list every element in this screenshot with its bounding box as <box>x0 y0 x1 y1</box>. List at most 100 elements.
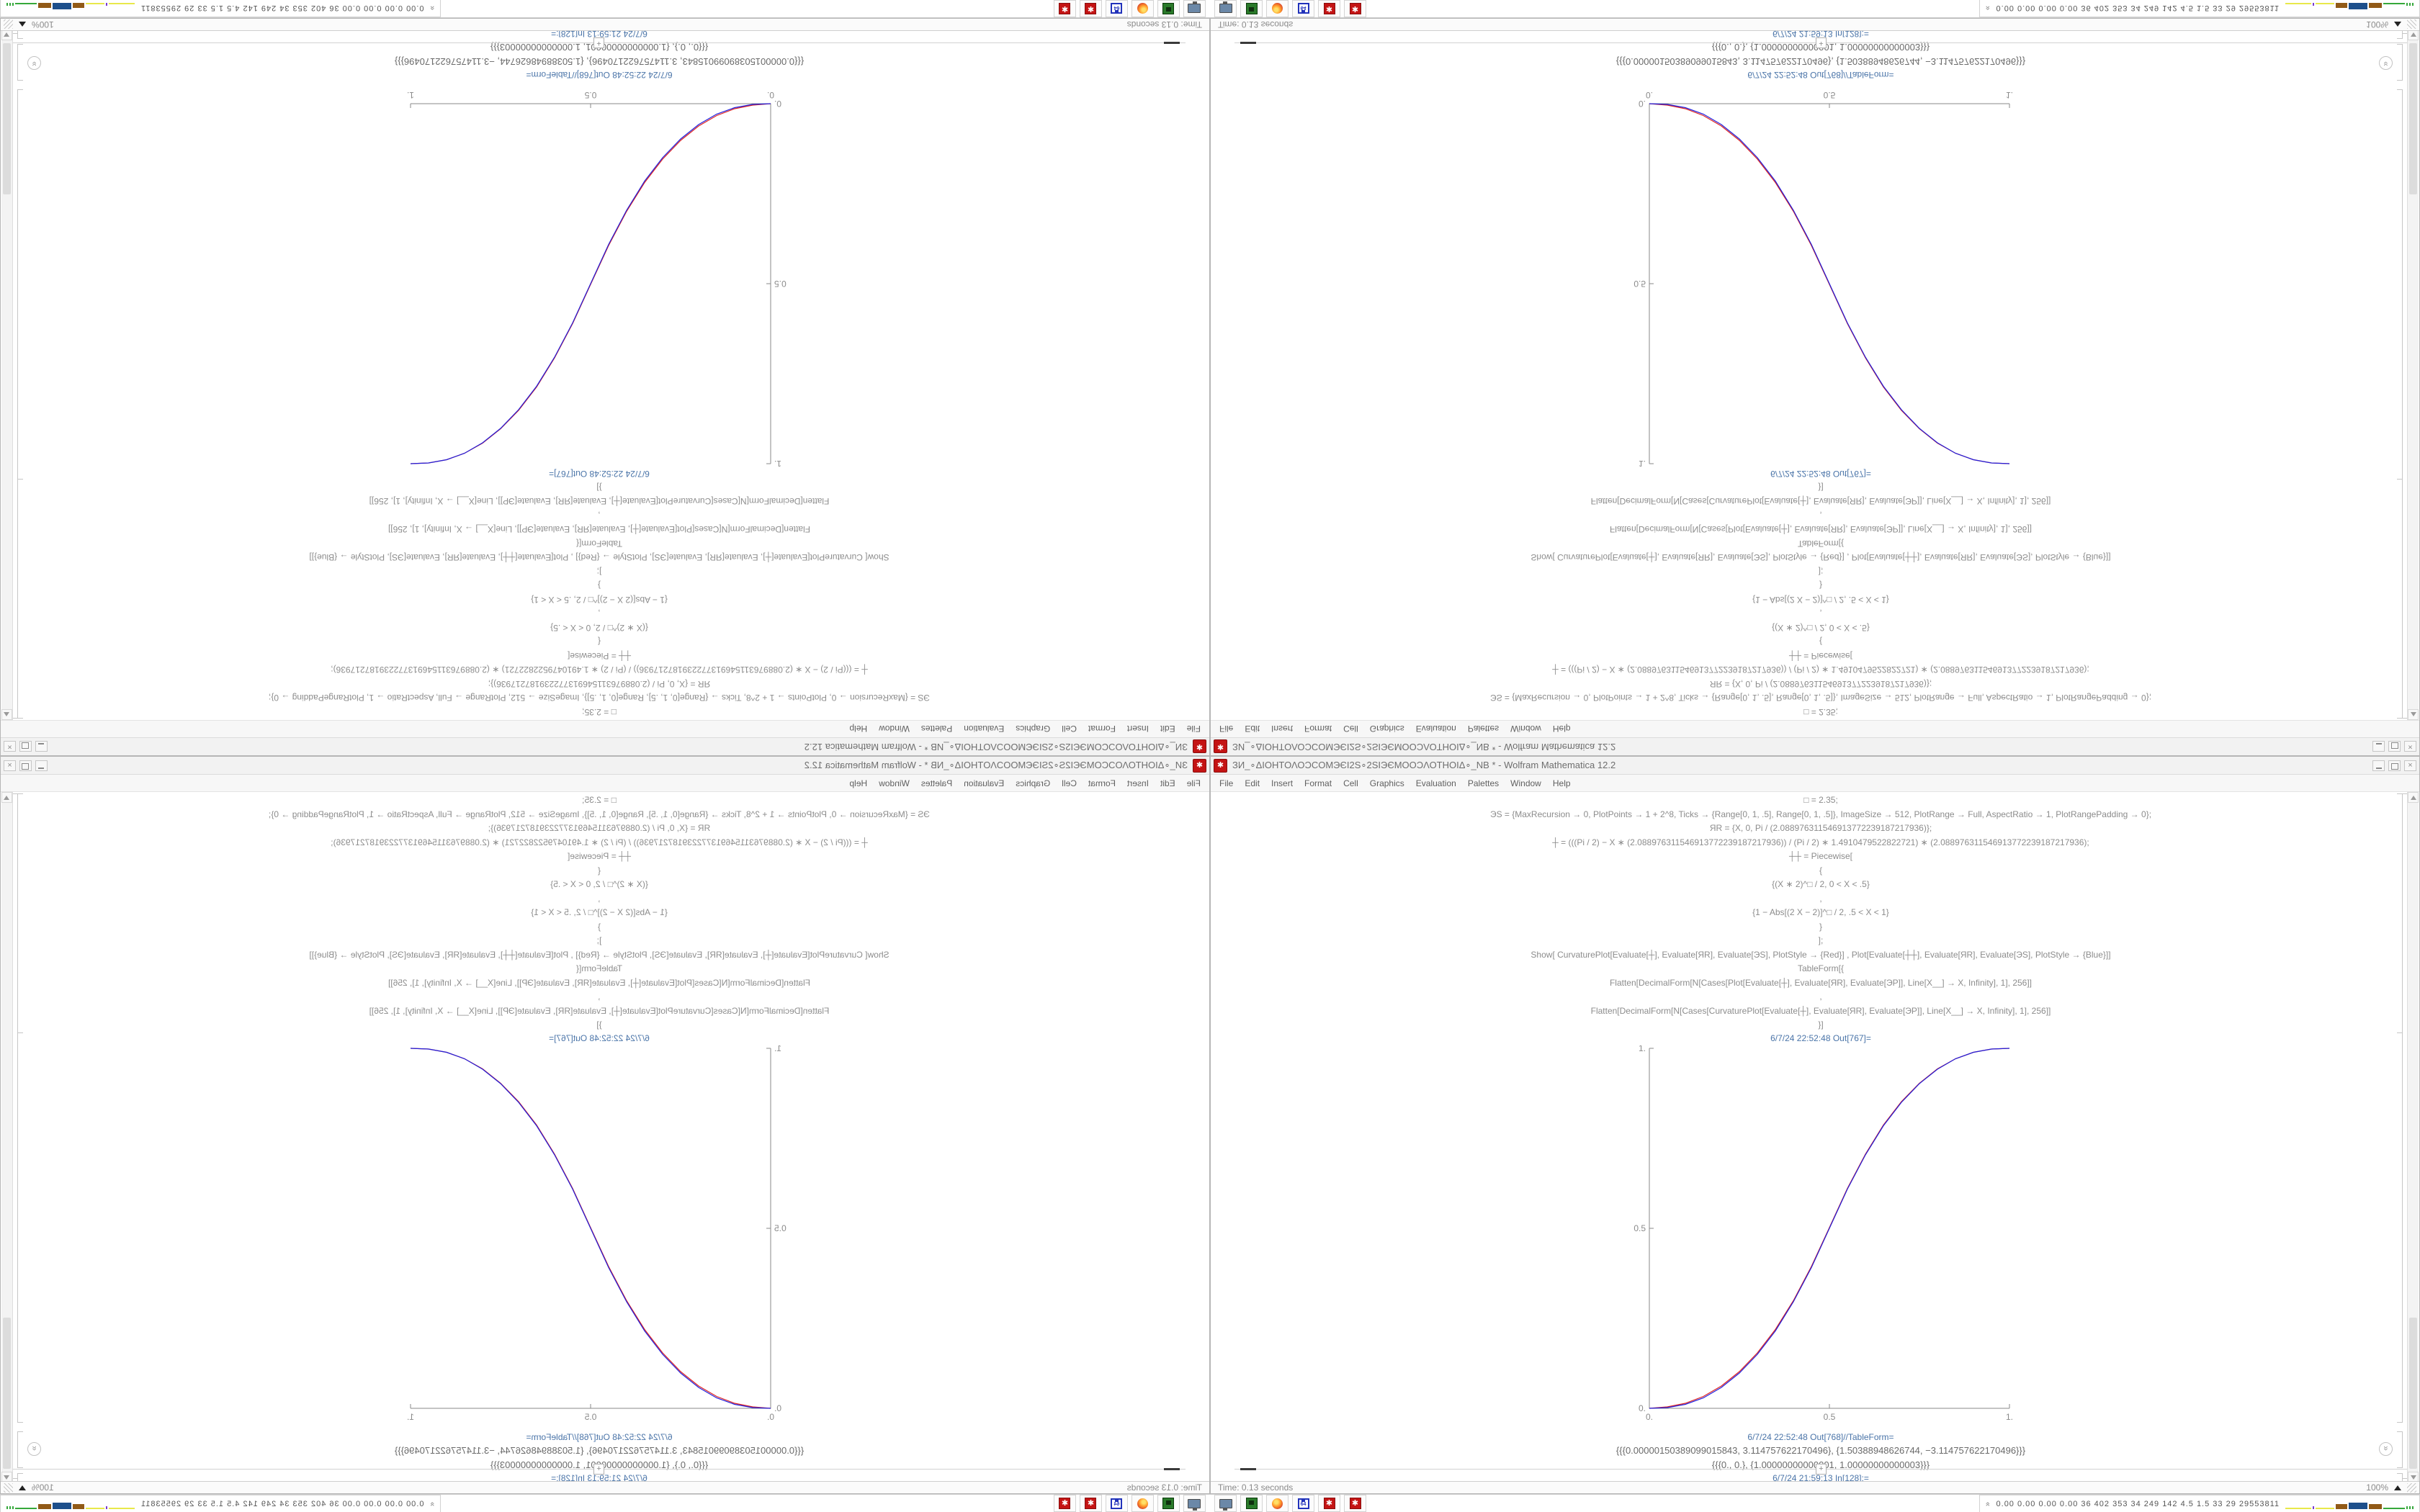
code-line[interactable]: Flatten[DecimalForm[N[Cases[CurvaturePlo… <box>1590 1005 2051 1016</box>
code-line[interactable]: Flatten[DecimalForm[N[Cases[CurvaturePlo… <box>1590 496 2051 507</box>
vertical-scrollbar[interactable] <box>1 792 13 1482</box>
scroll-up-icon[interactable] <box>1 792 12 803</box>
code-line[interactable]: ┼ = (((Pi / 2) − X ∗ (2.0889763115469137… <box>331 837 868 847</box>
code-line[interactable]: } <box>1819 580 1822 591</box>
close-button[interactable]: × <box>4 741 16 752</box>
menu-help[interactable]: Help <box>1552 724 1571 734</box>
system-monitor-tray[interactable]: » 0.00 0.00 0.00 0.00 36 402 353 34 249 … <box>0 0 441 17</box>
code-line[interactable]: ]; <box>596 567 602 577</box>
code-line[interactable]: {(X ∗ 2)^□ / 2, 0 < X < .5} <box>550 623 648 633</box>
scroll-up-icon[interactable] <box>2408 709 2419 720</box>
menu-format[interactable]: Format <box>1088 778 1116 788</box>
code-line[interactable]: ┼ = (((Pi / 2) − X ∗ (2.0889763115469137… <box>1552 837 2089 847</box>
input-cell-code[interactable]: □ = 2.35; ЭЅ = {MaxRecursion → 0, PlotPo… <box>1234 793 2407 1032</box>
taskbar-item-firefox[interactable] <box>1266 1495 1289 1512</box>
maximize-button[interactable] <box>2388 741 2401 752</box>
menu-cell[interactable]: Cell <box>1343 724 1358 734</box>
code-line[interactable]: , <box>1819 893 1822 904</box>
menu-evaluation[interactable]: Evaluation <box>964 724 1005 734</box>
menu-evaluation[interactable]: Evaluation <box>1415 778 1456 788</box>
code-line[interactable]: ]; <box>1818 935 1824 945</box>
notebook-content[interactable]: □ = 2.35; ЭЅ = {MaxRecursion → 0, PlotPo… <box>1 792 1209 1482</box>
input-cell-code[interactable]: □ = 2.35; ЭЅ = {MaxRecursion → 0, PlotPo… <box>13 793 1186 1032</box>
taskbar-item-firefox[interactable] <box>1131 1495 1154 1512</box>
close-button[interactable]: × <box>2404 741 2416 752</box>
close-button[interactable]: × <box>2404 760 2416 771</box>
code-line[interactable]: ┼ = (((Pi / 2) − X ∗ (2.0889763115469137… <box>331 665 868 675</box>
vertical-scrollbar[interactable] <box>2407 30 2419 720</box>
code-line[interactable]: Flatten[DecimalForm[N[Cases[CurvaturePlo… <box>369 496 830 507</box>
magnification-arrow-icon[interactable] <box>19 22 26 27</box>
menu-file[interactable]: File <box>1219 724 1234 734</box>
title-bar[interactable]: ✱ ЗИ_∘ΔΙΟΗΤΟΛΟƆCOMЭЄΙ2Ѕ∘2ЅΙЭЄMOOƆΛΟΤΗΟΙΔ… <box>1211 737 2419 755</box>
code-line[interactable]: ]; <box>1818 567 1824 577</box>
code-line[interactable]: ЭЅ = {MaxRecursion → 0, PlotPoints → 1 +… <box>1489 809 2152 819</box>
menu-format[interactable]: Format <box>1304 778 1332 788</box>
code-line[interactable]: ЭЅ = {MaxRecursion → 0, PlotPoints → 1 +… <box>268 693 931 703</box>
maximize-button[interactable] <box>2388 760 2401 771</box>
system-monitor-tray[interactable]: » 0.00 0.00 0.00 0.00 36 402 353 34 249 … <box>0 1495 441 1512</box>
code-line[interactable]: Flatten[DecimalForm[N[Cases[Plot[Evaluat… <box>387 524 811 535</box>
code-line[interactable]: {(X ∗ 2)^□ / 2, 0 < X < .5} <box>550 879 648 889</box>
resize-grip[interactable] <box>2407 1482 2416 1493</box>
system-monitor-tray[interactable]: » 0.00 0.00 0.00 0.00 36 402 353 34 249 … <box>1979 0 2420 17</box>
menu-edit[interactable]: Edit <box>1245 724 1260 734</box>
menu-insert[interactable]: Insert <box>1271 724 1294 734</box>
table-cell-bracket[interactable] <box>17 44 23 81</box>
code-line[interactable]: ]; <box>596 935 602 945</box>
insert-cell-plus-icon[interactable]: + <box>593 37 604 48</box>
code-line[interactable]: {1 − Abs[(2 X − 2)]^□ / 2, .5 < X < 1} <box>531 595 668 605</box>
code-line[interactable]: { <box>598 865 601 876</box>
menu-cell[interactable]: Cell <box>1343 778 1358 788</box>
code-line[interactable]: , <box>598 510 601 521</box>
zoom-level[interactable]: 100% <box>2366 1482 2388 1493</box>
code-line[interactable]: □ = 2.35; <box>1803 795 1838 805</box>
code-line[interactable]: , <box>1819 608 1822 619</box>
table-cell-bracket[interactable] <box>2397 1431 2403 1468</box>
code-line[interactable]: {1 − Abs[(2 X − 2)]^□ / 2, .5 < X < 1} <box>531 907 668 917</box>
code-line[interactable]: } <box>1819 921 1822 932</box>
system-monitor-tray[interactable]: » 0.00 0.00 0.00 0.00 36 402 353 34 249 … <box>1979 1495 2420 1512</box>
menu-window[interactable]: Window <box>879 724 910 734</box>
code-line[interactable]: ЭЅ = {MaxRecursion → 0, PlotPoints → 1 +… <box>268 809 931 819</box>
code-line[interactable]: Show[ CurvaturePlot[Evaluate[┼], Evaluat… <box>309 552 889 563</box>
code-line[interactable]: }] <box>1818 1020 1824 1030</box>
scroll-down-icon[interactable] <box>2408 30 2419 40</box>
plot-cell-bracket[interactable] <box>2397 1032 2403 1423</box>
menu-cell[interactable]: Cell <box>1062 724 1077 734</box>
table-cell-bracket[interactable] <box>2397 44 2403 81</box>
code-line[interactable]: , <box>598 608 601 619</box>
notebook-content[interactable]: □ = 2.35; ЭЅ = {MaxRecursion → 0, PlotPo… <box>1 30 1209 720</box>
code-line[interactable]: ЯR = {X, 0, Pi / (2.08897631154691377223… <box>1709 679 1932 689</box>
code-line[interactable]: TableForm[{ <box>1797 539 1845 549</box>
menu-evaluation[interactable]: Evaluation <box>964 778 1005 788</box>
input-cell-code[interactable]: □ = 2.35; ЭЅ = {MaxRecursion → 0, PlotPo… <box>13 480 1186 719</box>
title-bar[interactable]: ✱ ЗИ_∘ΔΙΟΗΤΟΛΟƆCOMЭЄΙ2Ѕ∘2ЅΙЭЄMOOƆΛΟΤΗΟΙΔ… <box>1211 757 2419 775</box>
code-line[interactable]: {1 − Abs[(2 X − 2)]^□ / 2, .5 < X < 1} <box>1752 907 1889 917</box>
taskbar-item-display[interactable] <box>1214 0 1237 17</box>
code-line[interactable]: {1 − Abs[(2 X − 2)]^□ / 2, .5 < X < 1} <box>1752 595 1889 605</box>
taskbar-item-green-device[interactable] <box>1240 1495 1263 1512</box>
cell-insertion-bar[interactable]: + <box>13 37 1186 48</box>
collapse-chevron-icon[interactable]: » <box>1984 1501 1993 1506</box>
resize-grip[interactable] <box>4 1482 13 1493</box>
taskbar-item-display[interactable] <box>1183 1495 1206 1512</box>
notebook-content[interactable]: □ = 2.35; ЭЅ = {MaxRecursion → 0, PlotPo… <box>1211 792 2419 1482</box>
taskbar-item-floppy[interactable]: 64 <box>1106 0 1128 17</box>
menu-file[interactable]: File <box>1186 724 1201 734</box>
menu-window[interactable]: Window <box>879 778 910 788</box>
collapse-chevron-icon[interactable]: » <box>427 1501 436 1506</box>
zoom-level[interactable]: 100% <box>2366 19 2388 30</box>
taskbar-item-mathematica-1[interactable]: ✱ <box>1080 0 1102 17</box>
menu-edit[interactable]: Edit <box>1160 724 1175 734</box>
menu-edit[interactable]: Edit <box>1160 778 1175 788</box>
maximize-button[interactable] <box>19 741 32 752</box>
code-line[interactable]: { <box>598 636 601 647</box>
close-button[interactable]: × <box>4 760 16 771</box>
taskbar-item-mathematica-1[interactable]: ✱ <box>1318 1495 1340 1512</box>
menu-graphics[interactable]: Graphics <box>1369 778 1404 788</box>
magnification-arrow-icon[interactable] <box>19 1485 26 1490</box>
code-line[interactable]: Show[ CurvaturePlot[Evaluate[┼], Evaluat… <box>1531 949 2111 960</box>
scrollbar-thumb[interactable] <box>3 1318 11 1469</box>
code-line[interactable]: TableForm[{ <box>575 539 623 549</box>
